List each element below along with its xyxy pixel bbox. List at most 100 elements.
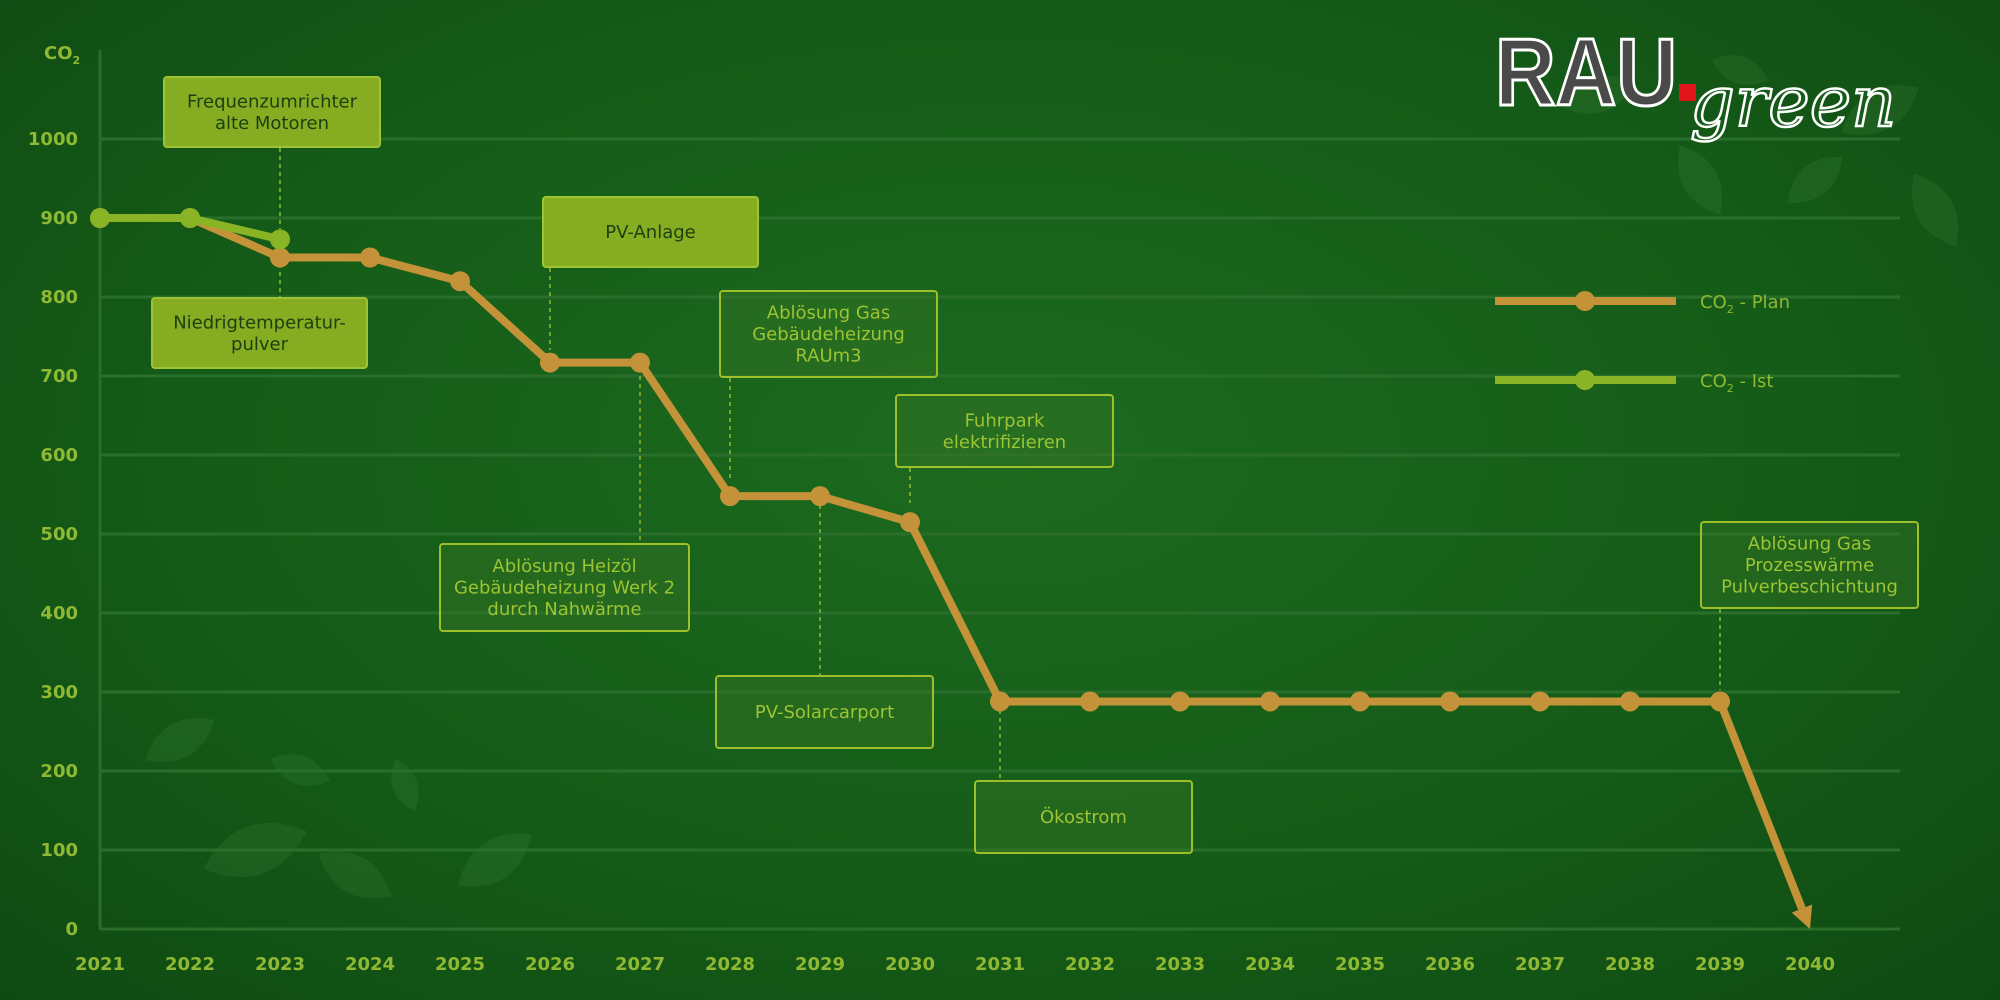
- ist-point: [90, 208, 110, 228]
- y-tick-label: 400: [40, 603, 78, 624]
- plan-point: [720, 486, 740, 507]
- annotation-box-frame: [542, 196, 759, 268]
- y-tick-label: 1000: [28, 129, 78, 150]
- y-tick-label: 0: [65, 919, 78, 940]
- plan-point: [1530, 691, 1550, 712]
- plan-point: [450, 271, 470, 292]
- x-tick-label: 2021: [75, 954, 125, 975]
- legend-plan-marker: [1575, 291, 1595, 311]
- x-tick-label: 2032: [1065, 954, 1115, 975]
- plan-point: [1710, 691, 1730, 712]
- annotation-text: pulver: [231, 334, 289, 355]
- rau-green-logo: RAU green: [1494, 18, 1898, 145]
- x-tick-label: 2039: [1695, 954, 1745, 975]
- annotation-box: PV-Anlage: [542, 196, 759, 268]
- legend-plan-label: CO2 - Plan: [1700, 292, 1790, 316]
- x-tick-label: 2037: [1515, 954, 1565, 975]
- annotation-box: Ablösung GasProzesswärmePulverbeschichtu…: [1700, 521, 1919, 609]
- y-tick-label: 900: [40, 208, 78, 229]
- plan-arrow-head: [1791, 904, 1813, 929]
- annotation-text: Gebäudeheizung: [752, 324, 905, 345]
- x-tick-label: 2025: [435, 954, 485, 975]
- y-tick-label: 600: [40, 445, 78, 466]
- y-tick-label: 500: [40, 524, 78, 545]
- x-tick-labels: 2021 2022 2023 2024 2025 2026 2027 2028 2029 2030…: [75, 954, 1835, 975]
- annotation-box-frame: [974, 780, 1193, 854]
- plan-point: [630, 352, 650, 373]
- x-tick-label: 2038: [1605, 954, 1655, 975]
- plan-point: [270, 247, 290, 268]
- annotation-box: Ökostrom: [974, 780, 1193, 854]
- annotation-text: Ablösung Gas: [767, 303, 890, 324]
- annotation-text: RAUm3: [795, 346, 861, 367]
- annotation-box-frame: [151, 297, 368, 369]
- annotation-text: alte Motoren: [215, 113, 329, 134]
- y-tick-labels: 0 100 200 300 400 500 600 700 800 900 1000: [28, 129, 78, 940]
- leaf-decoration-shape: [391, 758, 419, 812]
- x-tick-label: 2029: [795, 954, 845, 975]
- y-tick-label: 700: [40, 366, 78, 387]
- y-tick-label: 100: [40, 840, 78, 861]
- annotation-text: Frequenzumrichter: [187, 91, 358, 112]
- annotation-text: Ökostrom: [1040, 806, 1127, 828]
- annotation-box-frame: [715, 675, 934, 749]
- leaf-decoration-shape: [145, 718, 215, 762]
- leaf-decoration-shape: [318, 851, 392, 899]
- annotation-box-frame: [439, 543, 690, 632]
- x-tick-label: 2033: [1155, 954, 1205, 975]
- axes: CO2: [44, 43, 102, 929]
- series-lines: [90, 208, 1813, 929]
- leaf-decoration-shape: [1564, 76, 1636, 114]
- leaf-decoration-shape: [1841, 85, 1919, 135]
- logo-red-square: [1679, 84, 1696, 101]
- x-tick-label: 2031: [975, 954, 1025, 975]
- x-tick-label: 2026: [525, 954, 575, 975]
- annotation-leaders: [279, 148, 1721, 780]
- annotation-box-frame: [1700, 521, 1919, 609]
- leaf-decoration-shape: [1911, 173, 1959, 247]
- annotation-box-frame: [163, 76, 381, 148]
- x-tick-label: 2040: [1785, 954, 1835, 975]
- annotation-text: Ablösung Heizöl: [492, 556, 636, 577]
- y-tick-label: 800: [40, 287, 78, 308]
- plan-point: [1350, 691, 1370, 712]
- plan-point: [1620, 691, 1640, 712]
- x-tick-label: 2024: [345, 954, 395, 975]
- x-tick-label: 2023: [255, 954, 305, 975]
- y-axis-label: CO2: [44, 43, 80, 67]
- x-tick-label: 2035: [1335, 954, 1385, 975]
- logo-suffix: green: [1690, 61, 1896, 143]
- plan-point: [1170, 691, 1190, 712]
- x-tick-label: 2028: [705, 954, 755, 975]
- y-tick-label: 200: [40, 761, 78, 782]
- plan-point: [1260, 691, 1280, 712]
- x-tick-label: 2022: [165, 954, 215, 975]
- annotation-text: Fuhrpark: [965, 410, 1045, 431]
- annotation-text: Gebäudeheizung Werk 2: [454, 578, 675, 599]
- annotation-box: Niedrigtemperatur-pulver: [151, 297, 368, 369]
- y-tick-label: 300: [40, 682, 78, 703]
- legend-ist-marker: [1575, 370, 1595, 390]
- leaf-decoration-shape: [458, 833, 532, 887]
- logo-brand: RAU: [1495, 19, 1677, 126]
- ist-point: [180, 208, 200, 228]
- plan-point: [900, 512, 920, 533]
- annotation-text: Niedrigtemperatur-: [173, 312, 346, 333]
- plan-point: [1080, 691, 1100, 712]
- legend-ist-label: CO2 - Ist: [1700, 371, 1773, 395]
- leaf-decoration-shape: [1711, 55, 1769, 85]
- annotation-text: elektrifizieren: [943, 432, 1066, 453]
- x-tick-label: 2036: [1425, 954, 1475, 975]
- legend: CO2 - Plan CO2 - Ist: [1495, 291, 1790, 395]
- x-tick-label: 2030: [885, 954, 935, 975]
- plan-point: [360, 247, 380, 268]
- annotation-text: Prozesswärme: [1745, 555, 1874, 576]
- ist-point: [270, 229, 290, 250]
- plan-point: [1440, 691, 1460, 712]
